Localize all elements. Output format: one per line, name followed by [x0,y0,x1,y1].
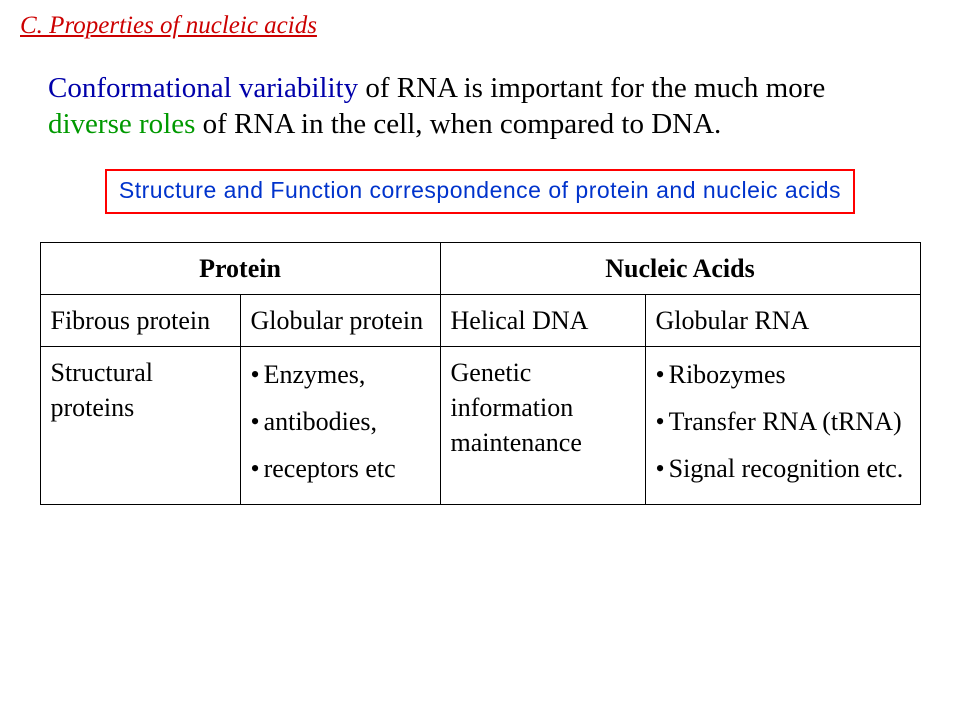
cell-fibrous: Fibrous protein [40,294,240,346]
comparison-table: Protein Nucleic Acids Fibrous protein Gl… [40,242,921,505]
cell-structural: Structural proteins [40,346,240,504]
table-row: Fibrous protein Globular protein Helical… [40,294,920,346]
list-item: receptors etc [251,449,430,496]
intro-text-2: of RNA in the cell, when compared to DNA… [195,108,721,140]
emphasis-diverse: diverse roles [48,108,195,140]
cell-genetic-info: Genetic information maintenance [440,346,645,504]
section-heading: C. Properties of nucleic acids [20,12,940,40]
protein-function-list: Enzymes, antibodies, receptors etc [251,355,430,496]
header-nucleic: Nucleic Acids [440,242,920,294]
subheader-box: Structure and Function correspondence of… [105,169,855,214]
rna-function-list: Ribozymes Transfer RNA (tRNA) Signal rec… [656,355,910,496]
header-protein: Protein [40,242,440,294]
subheader-container: Structure and Function correspondence of… [20,169,940,214]
list-item: Transfer RNA (tRNA) [656,402,910,449]
list-item: Enzymes, [251,355,430,402]
table-header-row: Protein Nucleic Acids [40,242,920,294]
table-row: Structural proteins Enzymes, antibodies,… [40,346,920,504]
slide-container: C. Properties of nucleic acids Conformat… [0,0,960,525]
cell-globular-rna: Globular RNA [645,294,920,346]
list-item: Signal recognition etc. [656,449,910,496]
cell-protein-functions: Enzymes, antibodies, receptors etc [240,346,440,504]
emphasis-conformational: Conformational variability [48,72,358,104]
intro-paragraph: Conformational variability of RNA is imp… [48,70,912,143]
cell-rna-functions: Ribozymes Transfer RNA (tRNA) Signal rec… [645,346,920,504]
cell-helical-dna: Helical DNA [440,294,645,346]
list-item: Ribozymes [656,355,910,402]
cell-globular-protein: Globular protein [240,294,440,346]
list-item: antibodies, [251,402,430,449]
intro-text-1: of RNA is important for the much more [358,72,825,104]
